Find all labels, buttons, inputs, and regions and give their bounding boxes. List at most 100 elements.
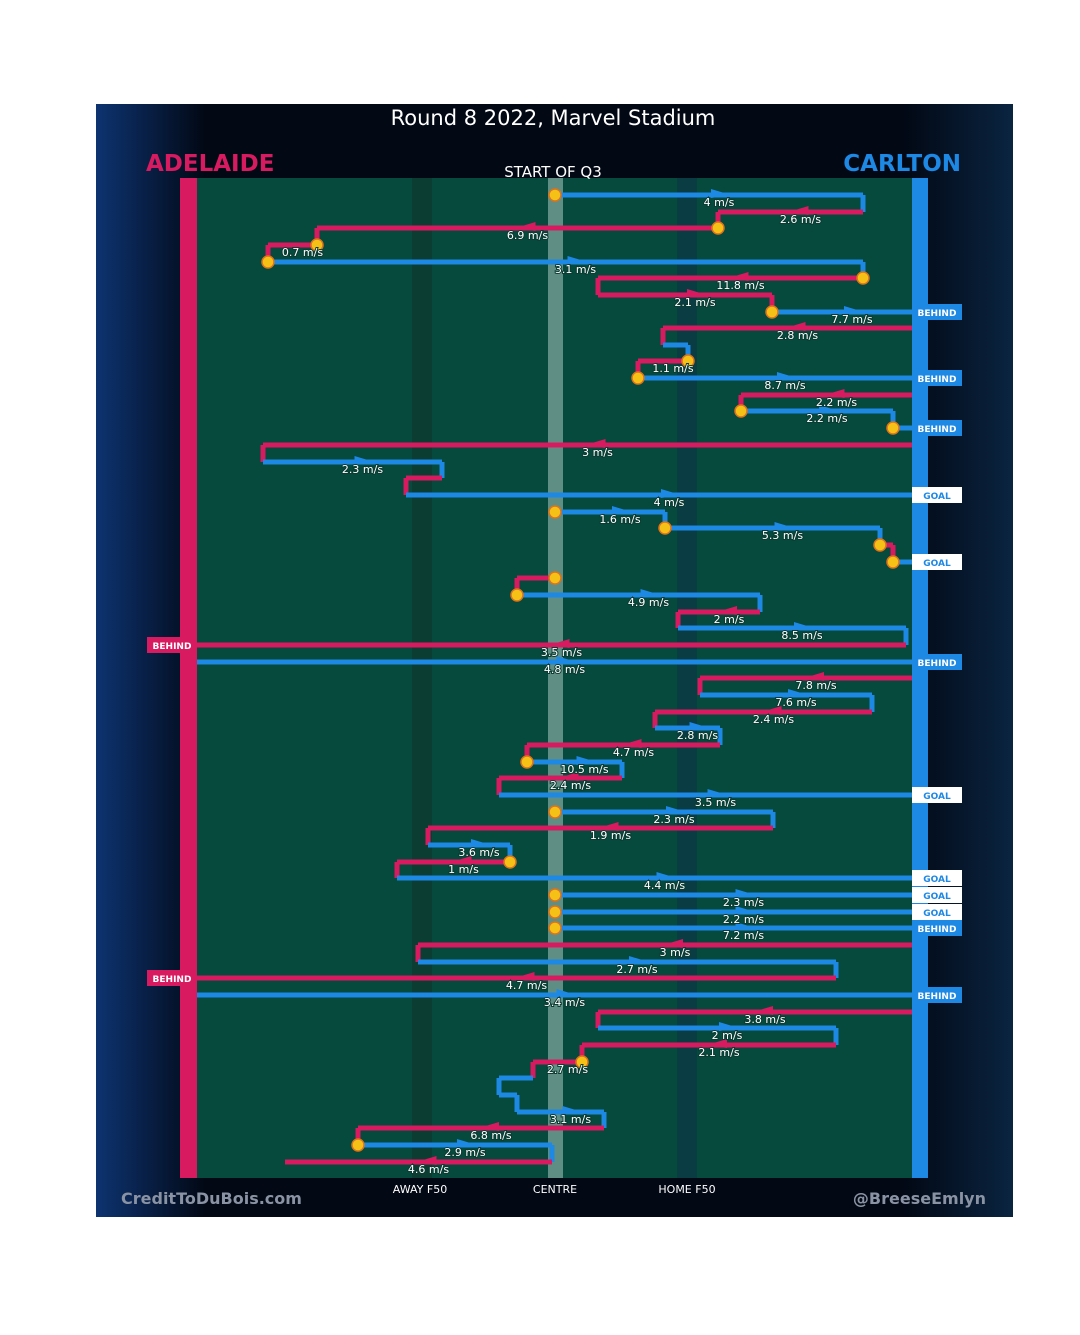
turnover-marker: [520, 755, 534, 769]
arrow: [719, 1022, 739, 1031]
arrow: [629, 956, 649, 965]
arrow: [479, 1122, 499, 1131]
speed-label: 1.9 m/s: [590, 829, 631, 842]
outcome-label: GOAL: [923, 792, 951, 802]
speed-label: 2 m/s: [714, 613, 745, 626]
turnover-marker: [548, 505, 562, 519]
outcome-label: GOAL: [923, 892, 951, 902]
turnover-marker: [503, 855, 517, 869]
arrow: [514, 972, 535, 981]
outcome-box: [912, 420, 962, 436]
arrow: [567, 256, 588, 265]
arrow: [819, 405, 839, 414]
turnover-marker: [734, 404, 748, 418]
turnover-marker: [658, 521, 672, 535]
chains: 4 m/s 2.6 m/s 6.9 m/s 0.7 m/s 3.1 m/s 11.8 m/…: [147, 188, 962, 1177]
labels: 4 m/s 2.6 m/s 6.9 m/s 0.7 m/s 3.1 m/s 11.8 m/…: [147, 195, 962, 1177]
outcome-label: BEHIND: [918, 659, 957, 669]
outcome-box: [912, 304, 962, 320]
speed-label: 8.5 m/s: [781, 629, 822, 642]
arrow: [576, 756, 597, 765]
zone-label: AWAY F50: [393, 1183, 447, 1196]
outcome-box: [912, 487, 962, 503]
arrow: [689, 722, 710, 731]
outcome-box: [912, 870, 962, 886]
speed-label: 2.1 m/s: [674, 296, 715, 309]
speed-label: 1.6 m/s: [599, 513, 640, 526]
arrow: [707, 789, 728, 798]
outcome-label: GOAL: [923, 492, 951, 502]
stage: START OF Q3: [504, 163, 602, 181]
arrow: [515, 222, 536, 231]
arrow: [774, 522, 795, 531]
carlton-goal-line: [912, 178, 928, 1178]
outcome-label: BEHIND: [918, 992, 957, 1002]
outcome-box: [912, 987, 962, 1003]
speed-label: 4.6 m/s: [408, 1163, 449, 1176]
speed-label: 4.4 m/s: [644, 879, 685, 892]
arrow: [788, 206, 809, 215]
arrow: [717, 606, 737, 615]
turnover-marker: [261, 255, 275, 269]
speed-label: 4.7 m/s: [506, 979, 547, 992]
outcome-box: [912, 904, 962, 920]
speed-label: 6.9 m/s: [507, 229, 548, 242]
arrow: [562, 1106, 583, 1115]
speed-label: 3.4 m/s: [544, 996, 585, 1009]
speed-label: 4.7 m/s: [613, 746, 654, 759]
arrow: [471, 839, 491, 848]
speed-label: 2.7 m/s: [616, 963, 657, 976]
speed-label: 4.9 m/s: [628, 596, 669, 609]
speed-label: 2.4 m/s: [550, 779, 591, 792]
speed-label: 4.8 m/s: [544, 663, 585, 676]
turnover-marker: [310, 238, 324, 252]
speed-label: 7.7 m/s: [831, 313, 872, 326]
turnover-marker: [510, 588, 524, 602]
team-left: ADELAIDE: [146, 151, 274, 177]
turnover-marker: [856, 271, 870, 285]
turnover-marker: [873, 538, 887, 552]
speed-label: 10.5 m/s: [560, 763, 608, 776]
speed-label: 6.8 m/s: [470, 1129, 511, 1142]
arrow: [549, 639, 570, 648]
zone-label: CENTRE: [533, 1183, 577, 1196]
arrow: [707, 1039, 727, 1048]
credit: @BreeseEmlyn: [853, 1189, 986, 1208]
turnover-marker: [548, 188, 562, 202]
outcome-label: BEHIND: [153, 642, 192, 652]
speed-label: 2.3 m/s: [723, 896, 764, 909]
arrow: [794, 622, 814, 631]
arrow: [621, 739, 642, 748]
speed-label: 5.3 m/s: [762, 529, 803, 542]
arrow: [612, 506, 632, 515]
speed-label: 7.8 m/s: [795, 679, 836, 692]
speed-label: 11.8 m/s: [716, 279, 764, 292]
arrow: [640, 589, 661, 598]
arrow: [558, 772, 579, 781]
arrow: [777, 372, 797, 381]
arrow: [656, 872, 677, 881]
speed-label: 7.6 m/s: [775, 696, 816, 709]
turnover-marker: [548, 888, 562, 902]
turnover-marker: [351, 1138, 365, 1152]
arrow: [661, 489, 681, 498]
away-f50-band: [412, 178, 432, 1178]
turnover-marker: [631, 371, 645, 385]
speed-label: 2.2 m/s: [816, 396, 857, 409]
markers: [261, 188, 900, 1152]
arrow: [824, 389, 845, 398]
arrow: [556, 989, 577, 998]
outcome-label: BEHIND: [918, 309, 957, 319]
arrow: [844, 306, 864, 315]
speed-label: 2.1 m/s: [698, 1046, 739, 1059]
turnover-marker: [548, 571, 562, 585]
turnover-marker: [548, 905, 562, 919]
arrow: [753, 1006, 773, 1015]
arrow: [735, 889, 756, 898]
speed-label: 3.5 m/s: [695, 796, 736, 809]
speed-label: 3 m/s: [582, 446, 613, 459]
speed-label: 4 m/s: [654, 496, 685, 509]
arrow: [457, 1139, 477, 1148]
